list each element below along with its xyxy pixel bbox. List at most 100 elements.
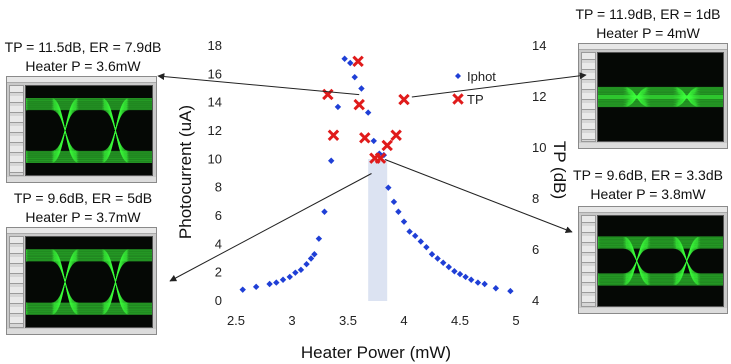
tp-point: [327, 129, 340, 141]
y-left-tick-label: 4: [215, 236, 222, 251]
iphot-point: [321, 208, 328, 215]
y-right-tick-label: 4: [532, 293, 539, 308]
scope-menubar: [7, 228, 156, 234]
iphot-point: [492, 285, 500, 292]
y-left-tick-label: 8: [215, 180, 222, 195]
caption-line: Heater P = 3.8mW: [590, 186, 706, 202]
iphot-point: [376, 150, 383, 157]
eye-trace: [26, 102, 152, 159]
y-right-tick-label: 14: [532, 38, 546, 53]
eye-trace: [26, 102, 152, 159]
iphot-point: [334, 103, 342, 111]
tp-point: [374, 152, 387, 164]
y-left-tick-label: 16: [208, 66, 222, 81]
eye-diagram-screen: [25, 236, 153, 328]
x-axis-label: Heater Power (mW): [301, 343, 451, 362]
iphot-point: [395, 208, 402, 215]
iphot-point: [462, 273, 469, 281]
tp-point: [398, 93, 410, 106]
eye-trace: [598, 245, 723, 277]
eye-trace: [26, 256, 152, 308]
iphot-point: [279, 276, 287, 283]
x-tick-label: 3.5: [339, 313, 357, 328]
scope-statusbar: [7, 329, 156, 334]
tp-point: [381, 139, 393, 152]
iphot-point: [390, 198, 398, 206]
eye-trace: [598, 247, 723, 275]
iphot-point: [292, 269, 299, 276]
scope-side-buttons: [581, 215, 596, 307]
eye-trace: [26, 257, 152, 307]
y-right-tick-label: 12: [532, 89, 546, 104]
iphot-point: [297, 266, 305, 274]
iphot-point: [364, 109, 372, 116]
arrow-to-top-right: [411, 72, 587, 98]
iphot-point: [400, 218, 408, 225]
scope-side-buttons: [9, 236, 24, 328]
tp-point: [390, 129, 402, 141]
eye-diagram-screenshot-mid-left: [6, 227, 157, 335]
x-tick-label: 4.5: [451, 313, 469, 328]
y-left-tick-label: 0: [215, 293, 222, 308]
eye-trace: [26, 108, 152, 153]
y-left-tick-label: 2: [215, 265, 222, 280]
scope-menubar: [7, 77, 156, 83]
iphot-point: [428, 251, 436, 258]
scope-statusbar: [579, 143, 727, 148]
highlight-band: [368, 159, 388, 301]
eye-trace: [26, 106, 152, 155]
iphot-point: [341, 55, 348, 62]
eye-trace: [26, 101, 152, 160]
eye-trace: [26, 105, 152, 156]
iphot-point: [474, 279, 482, 286]
iphot-point: [434, 255, 441, 262]
x-tick-label: 2.5: [227, 313, 245, 328]
eye-trace: [598, 246, 723, 276]
scope-side-buttons: [581, 52, 596, 142]
caption-line: TP = 11.5dB, ER = 7.9dB: [4, 39, 162, 55]
tp-point: [322, 88, 334, 101]
x-tick-label: 4: [400, 313, 407, 328]
eye-trace: [26, 255, 152, 309]
iphot-point: [406, 228, 413, 235]
iphot-point: [252, 283, 260, 291]
scope-statusbar: [579, 308, 727, 313]
y-right-tick-label: 10: [532, 140, 546, 155]
eye-trace: [26, 106, 152, 155]
eye-diagram-screen: [597, 215, 724, 307]
tp-point: [359, 132, 371, 144]
eye-trace: [598, 244, 723, 278]
legend-tp-marker: [452, 93, 464, 105]
tp-point: [353, 98, 365, 111]
eye-trace: [598, 245, 723, 277]
y-right-tick-label: 8: [532, 191, 539, 206]
iphot-point: [286, 273, 293, 281]
scope-menubar: [579, 207, 727, 213]
iphot-point: [311, 251, 318, 258]
iphot-point: [239, 286, 246, 293]
caption-line: Heater P = 4mW: [596, 25, 700, 41]
eye-diagram-screen: [25, 85, 153, 176]
y-left-tick-label: 18: [208, 38, 222, 53]
y-left-tick-label: 10: [208, 151, 222, 166]
iphot-point: [315, 235, 323, 242]
iphot-point: [385, 184, 392, 191]
eye-diagram-screenshot-top-left: [6, 76, 157, 183]
iphot-point: [445, 263, 452, 271]
scope-menubar: [579, 44, 727, 50]
eye-trace: [26, 253, 152, 311]
eye-trace: [26, 252, 152, 312]
iphot-point: [380, 151, 388, 159]
caption-top-left: TP = 11.5dB, ER = 7.9dB Heater P = 3.6mW: [0, 38, 166, 76]
arrow-to-mid-right: [384, 159, 573, 233]
arrow-to-mid-left: [169, 173, 372, 282]
eye-diagram-screenshot-top-right: [578, 43, 728, 149]
iphot-point: [451, 268, 458, 275]
legend-tp-label: TP: [467, 92, 484, 107]
iphot-point: [468, 276, 475, 283]
caption-mid-left: TP = 9.6dB, ER = 5dB Heater P = 3.7mW: [0, 189, 166, 227]
tp-point: [369, 152, 381, 164]
legend-iphot-marker: [455, 73, 461, 79]
caption-line: Heater P = 3.7mW: [25, 209, 141, 225]
eye-trace: [26, 108, 152, 153]
